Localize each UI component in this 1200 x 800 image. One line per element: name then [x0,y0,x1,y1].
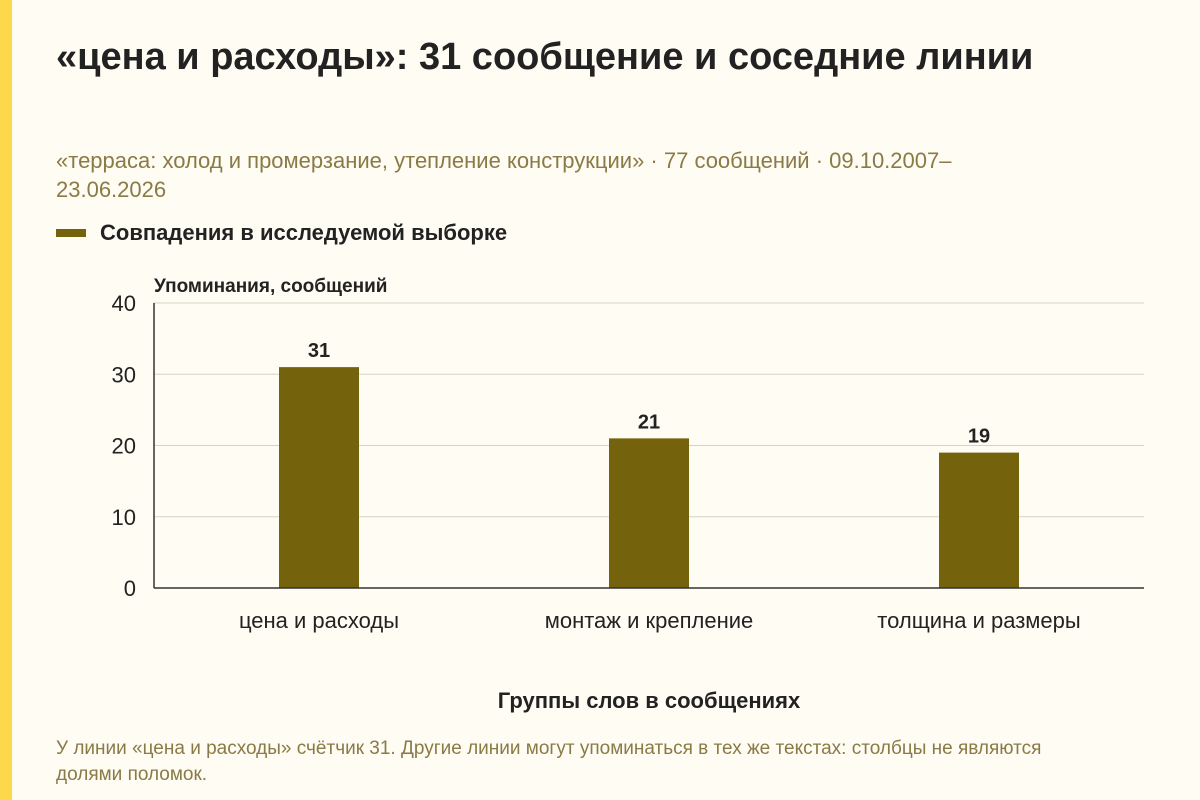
y-tick-label: 40 [112,291,136,316]
chart-legend: Совпадения в исследуемой выборке [56,218,507,248]
data-label: 21 [638,411,660,433]
page-title: «цена и расходы»: 31 сообщение и соседни… [56,36,1034,78]
x-tick-label: толщина и размеры [877,608,1080,633]
y-axis-title: Упоминания, сообщений [154,276,387,297]
legend-label: Совпадения в исследуемой выборке [100,220,508,245]
y-tick-label: 0 [124,576,136,601]
bar [939,452,1019,588]
bar [609,438,689,588]
legend-swatch [56,229,86,237]
bar [279,367,359,588]
y-tick-label: 30 [112,362,136,387]
data-labels: 31 21 19 [308,340,990,448]
x-tick-label: цена и расходы [239,608,399,633]
accent-bar [0,0,12,800]
footnote: У линии «цена и расходы» счётчик 31. Дру… [56,738,1042,785]
page-subtitle: «терраса: холод и промерзание, утепление… [56,148,952,202]
y-tick-label: 10 [112,505,136,530]
x-axis-title: Группы слов в сообщениях [498,688,801,713]
bars [279,367,1019,588]
data-label: 19 [968,426,990,448]
x-tick-label: монтаж и крепление [545,608,754,633]
data-label: 31 [308,340,330,362]
axes: 0 10 20 30 40 Упоминания, сообщений цена и рас… [112,276,1144,713]
y-tick-label: 20 [112,434,136,459]
